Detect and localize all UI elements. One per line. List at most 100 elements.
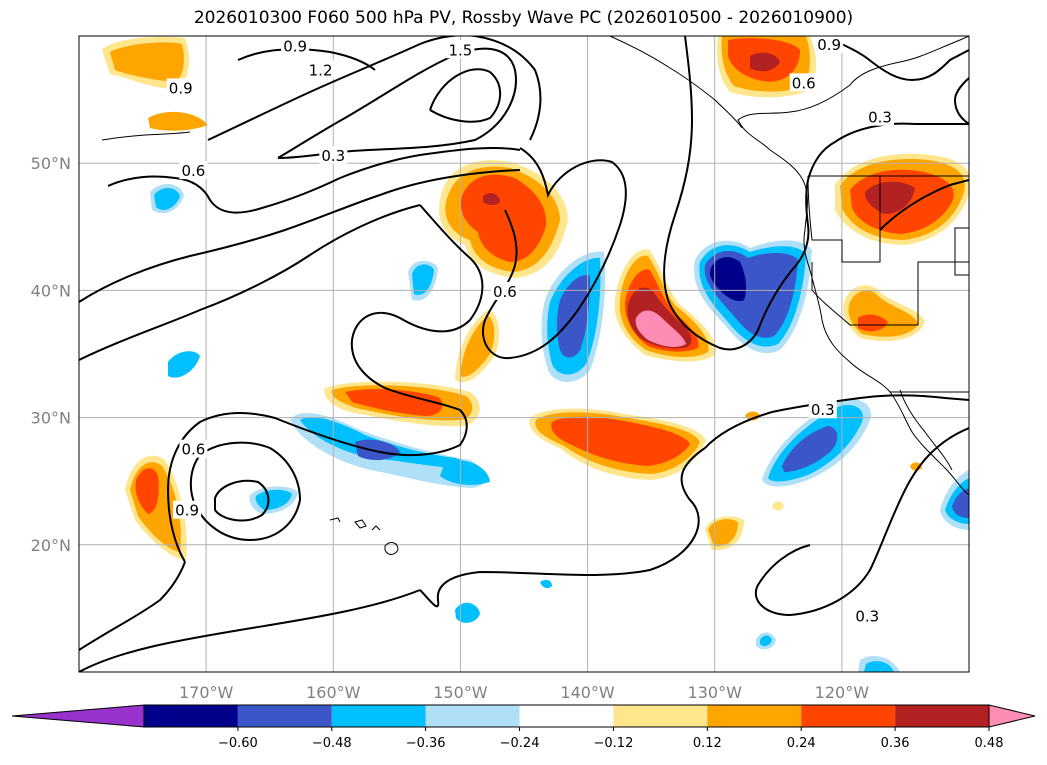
pv-contour-0.9-east — [821, 36, 969, 82]
pv-contour-0.3-wave — [79, 561, 186, 651]
graticule — [79, 36, 969, 672]
pv-contour-1.5 — [429, 68, 502, 123]
contour-labels: 0.91.21.50.90.60.30.60.90.60.30.30.60.90… — [166, 36, 894, 625]
contour-label-background — [173, 500, 202, 519]
contour-label-background — [789, 73, 818, 92]
map-background — [79, 36, 969, 672]
pv-contour-0.9 — [214, 479, 270, 522]
positive-anomaly-patch — [483, 193, 500, 205]
hawaiian-islands — [329, 517, 399, 555]
colorbar-tick-label: 0.12 — [693, 736, 722, 751]
contour-label: 0.3 — [855, 607, 879, 625]
negative-anomaly-patch — [760, 635, 772, 647]
negative-anomaly-patch — [864, 661, 894, 672]
contour-label: 1.5 — [448, 41, 472, 59]
pv-contour-0.9 — [207, 36, 542, 141]
longitude-tick-label: 160°W — [306, 683, 361, 702]
positive-anomaly-patch — [460, 316, 495, 377]
us-state-border — [807, 175, 881, 263]
negative-anomaly-patch — [355, 439, 400, 461]
colorbar-tick-label: −0.36 — [406, 736, 446, 751]
longitude-tick-label: 120°W — [815, 683, 870, 702]
contour-label: 0.3 — [811, 401, 835, 419]
negative-anomaly-patch — [412, 264, 434, 295]
positive-anomaly-patch — [551, 416, 690, 466]
contour-label-background — [179, 161, 208, 180]
pv-contour-0.6-east — [663, 36, 969, 351]
positive-anomaly-patch — [750, 52, 780, 72]
colorbar-extend-max — [988, 704, 1036, 728]
positive-anomaly-patch — [858, 314, 888, 332]
longitude-tick-label: 140°W — [560, 683, 615, 702]
negative-anomaly-patch — [154, 187, 180, 210]
positive-anomaly-patch — [460, 174, 547, 262]
positive-anomaly-patch — [148, 111, 208, 131]
contour-label: 0.9 — [169, 79, 193, 97]
colorbar-bin — [801, 705, 896, 727]
contour-label: 0.6 — [181, 162, 205, 180]
pv-contour-0.6 — [79, 169, 521, 303]
latitude-labels: 20°N 30°N 40°N 50°N — [31, 154, 71, 555]
contour-label-background — [166, 78, 195, 97]
pv-contour-0.3-east — [879, 179, 969, 231]
latitude-tick-label: 50°N — [31, 154, 71, 173]
longitude-tick-label: 130°W — [688, 683, 743, 702]
colorbar-frame — [143, 704, 990, 728]
longitude-tick-label: 150°W — [433, 683, 488, 702]
colorbar-bin — [895, 705, 989, 727]
positive-anomaly-patch — [864, 181, 915, 214]
colorbar-tick-label: −0.24 — [500, 736, 540, 751]
colorbar-bin — [425, 705, 520, 727]
pv-contour-0.3 — [771, 394, 969, 413]
negative-anomaly-patch — [255, 489, 292, 510]
contour-label: 0.9 — [175, 502, 199, 520]
colorbar-tick-label: 0.36 — [881, 736, 910, 751]
pv-contour-0.3 — [79, 204, 421, 361]
map-title: 2026010300 F060 500 hPa PV, Rossby Wave … — [193, 8, 854, 28]
colorbar-bin — [519, 705, 614, 727]
negative-anomaly-patch — [455, 602, 480, 623]
colorbar-bin — [144, 705, 238, 727]
alaska-coast — [609, 36, 743, 129]
contour-label: 0.9 — [283, 37, 307, 55]
longitude-labels: 170°W 160°W 150°W 140°W 130°W 120°W — [179, 683, 869, 702]
contour-label-background — [815, 36, 844, 54]
colorbar-bin — [707, 705, 802, 727]
contour-label-background — [179, 439, 208, 458]
contour-label-background — [319, 145, 348, 164]
contour-label-background — [853, 606, 882, 625]
latitude-tick-label: 20°N — [31, 536, 71, 555]
contour-label: 0.3 — [321, 147, 345, 165]
positive-anomaly-patch — [772, 501, 784, 511]
negative-anomaly-patch — [782, 426, 838, 472]
colorbar-tick-label: −0.48 — [312, 736, 352, 751]
longitude-tick-label: 170°W — [179, 683, 234, 702]
north-american-coast — [737, 36, 969, 496]
contour-label: 0.6 — [792, 74, 816, 92]
baja-california-coast — [899, 389, 953, 471]
positive-anomaly-patch — [110, 42, 184, 82]
pv-contour-0.3 — [79, 589, 421, 672]
negative-anomaly-patch — [540, 579, 552, 589]
pv-contour-0.3-east — [953, 77, 969, 125]
negative-anomaly-patch — [952, 488, 969, 518]
colorbar-bin — [237, 705, 332, 727]
pv-contour-0.3 — [755, 427, 969, 617]
colorbar-bin — [331, 705, 426, 727]
contour-label: 0.3 — [868, 109, 892, 127]
colorbar-tick-label: −0.12 — [594, 736, 634, 751]
contour-label-background — [866, 107, 894, 126]
contour-label: 0.9 — [817, 36, 841, 54]
positive-anomaly-patch — [345, 389, 443, 416]
pv-contour-0.3 — [419, 411, 773, 608]
contour-label: 0.6 — [493, 283, 517, 301]
positive-anomaly-patch — [635, 310, 686, 347]
contour-label: 0.6 — [181, 441, 205, 459]
colorbar-bin — [613, 705, 708, 727]
pv-contour-0.9 — [237, 48, 376, 71]
colorbar-extend-min — [11, 704, 145, 728]
positive-anomaly-patch — [708, 519, 738, 547]
us-state-border — [954, 227, 969, 276]
coastlines — [101, 36, 969, 496]
